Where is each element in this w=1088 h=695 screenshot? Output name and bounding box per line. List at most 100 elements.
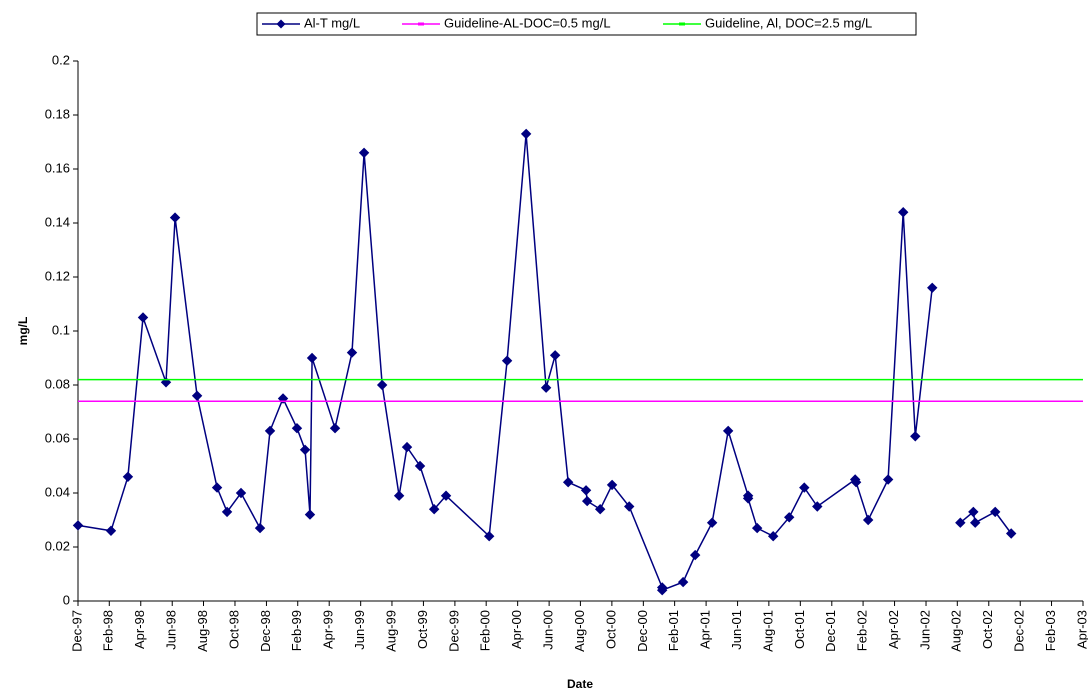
legend-marker — [679, 22, 685, 26]
data-point — [299, 444, 311, 456]
data-point — [706, 517, 718, 528]
x-tick-label: Dec-98 — [258, 610, 273, 652]
x-tick-label: Feb-02 — [855, 610, 870, 651]
data-point — [969, 517, 981, 528]
y-tick-label: 0.14 — [45, 214, 70, 229]
x-tick-label: Jun-01 — [729, 610, 744, 650]
x-tick-label: Feb-01 — [666, 610, 681, 651]
legend-label: Al-T mg/L — [304, 15, 360, 30]
x-tick-label: Apr-99 — [321, 610, 336, 649]
x-tick-label: Feb-03 — [1043, 610, 1058, 651]
x-tick-label: Feb-99 — [289, 610, 304, 651]
data-point — [594, 503, 606, 515]
data-point — [304, 509, 316, 520]
data-point — [689, 549, 701, 561]
data-point — [191, 390, 203, 402]
data-point — [72, 520, 84, 531]
x-tick-label: Dec-02 — [1012, 610, 1027, 652]
data-point — [122, 471, 134, 483]
data-point — [264, 425, 276, 437]
data-point — [291, 422, 303, 434]
x-tick-label: Apr-02 — [886, 610, 901, 649]
data-point — [562, 476, 574, 488]
y-tick-label: 0.04 — [45, 484, 70, 499]
data-point — [751, 522, 763, 534]
x-tick-label: Aug-01 — [760, 610, 775, 652]
y-tick-label: 0.1 — [52, 322, 70, 337]
data-point — [606, 479, 618, 491]
data-point — [483, 530, 495, 542]
data-point — [862, 514, 874, 526]
data-point — [722, 425, 734, 437]
x-tick-label: Aug-00 — [572, 610, 587, 652]
x-tick-label: Oct-98 — [226, 610, 241, 649]
data-point — [742, 493, 754, 504]
data-point — [440, 490, 452, 501]
data-point — [376, 379, 388, 391]
x-tick-label: Jun-98 — [164, 610, 179, 650]
legend-label: Guideline-AL-DOC=0.5 mg/L — [444, 15, 611, 30]
data-point — [1005, 528, 1017, 539]
data-point — [955, 517, 966, 528]
legend-box — [256, 12, 917, 36]
data-point — [784, 512, 795, 523]
y-tick-label: 0.2 — [52, 52, 70, 67]
x-tick-label: Oct-00 — [603, 610, 618, 649]
data-point — [346, 347, 358, 358]
x-tick-label: Aug-99 — [383, 610, 398, 652]
y-tick-label: 0.16 — [45, 160, 70, 175]
data-point — [989, 506, 1001, 518]
legend-marker — [276, 19, 286, 29]
y-tick-label: 0 — [63, 592, 70, 607]
data-point — [927, 282, 938, 294]
data-point — [910, 431, 921, 442]
data-point — [501, 355, 513, 366]
x-tick-label: Dec-97 — [69, 610, 84, 652]
data-point — [393, 490, 405, 501]
y-tick-label: 0.08 — [45, 376, 70, 391]
data-point — [767, 530, 779, 542]
data-point — [221, 506, 233, 518]
data-point — [799, 482, 810, 493]
data-point — [968, 506, 979, 518]
data-point — [540, 382, 552, 393]
x-tick-label: Aug-02 — [949, 610, 964, 652]
data-point — [401, 441, 413, 453]
y-tick-label: 0.06 — [45, 430, 70, 445]
data-point — [898, 206, 909, 218]
legend-marker — [418, 22, 424, 26]
x-tick-label: Apr-01 — [698, 610, 713, 649]
data-point — [656, 584, 668, 596]
data-point — [235, 487, 247, 499]
data-point — [812, 501, 823, 512]
y-axis-title: mg/L — [16, 317, 30, 346]
data-point — [414, 460, 426, 472]
x-tick-label: Oct-99 — [415, 610, 430, 649]
y-tick-label: 0.18 — [45, 106, 70, 121]
x-tick-label: Apr-98 — [132, 610, 147, 649]
x-tick-label: Oct-01 — [792, 610, 807, 649]
data-point — [105, 525, 117, 537]
data-point — [549, 350, 561, 361]
data-point — [169, 212, 181, 223]
x-tick-label: Feb-00 — [478, 610, 493, 651]
legend-label: Guideline, Al, DOC=2.5 mg/L — [705, 15, 872, 30]
data-point — [211, 482, 223, 493]
data-point — [358, 147, 370, 159]
x-tick-label: Jun-99 — [352, 610, 367, 650]
x-tick-label: Dec-01 — [823, 610, 838, 652]
x-axis-title: Date — [567, 677, 593, 691]
x-tick-label: Apr-00 — [509, 610, 524, 649]
x-tick-label: Feb-98 — [101, 610, 116, 651]
data-point — [624, 501, 635, 512]
x-tick-label: Aug-98 — [195, 610, 210, 652]
data-point — [581, 495, 593, 507]
data-point — [850, 476, 862, 488]
data-point — [882, 474, 894, 485]
data-point — [254, 522, 266, 534]
x-tick-label: Dec-99 — [446, 610, 461, 652]
x-tick-label: Oct-02 — [980, 610, 995, 649]
data-point — [428, 503, 440, 515]
data-point — [580, 485, 592, 496]
